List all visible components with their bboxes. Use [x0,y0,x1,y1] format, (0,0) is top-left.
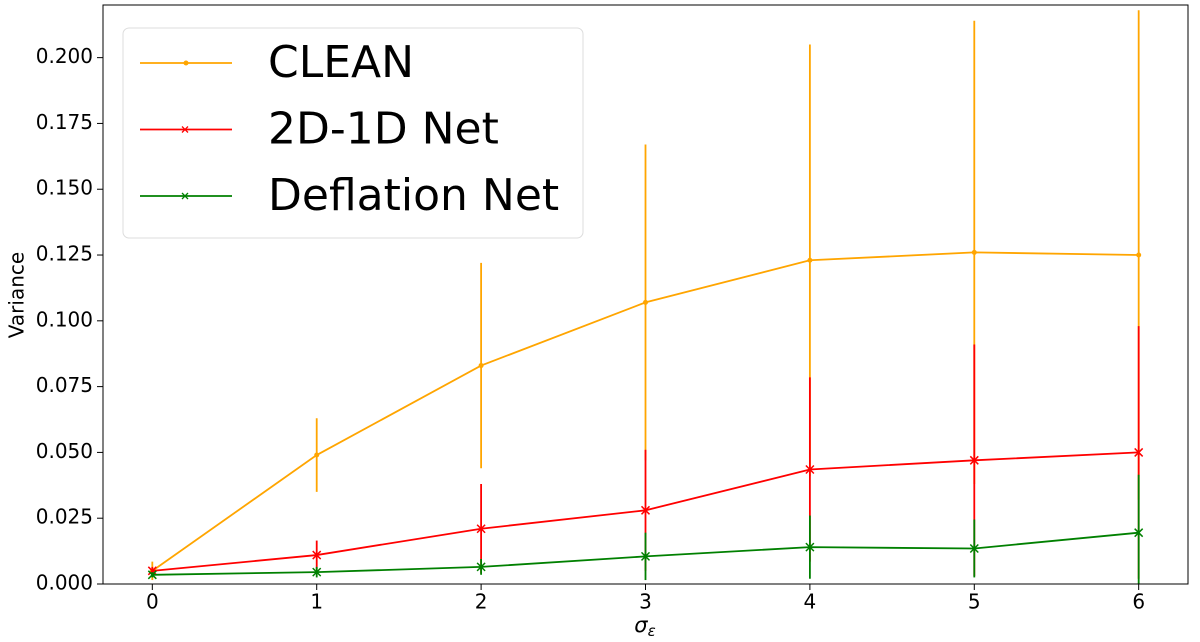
marker [1134,447,1144,457]
marker [476,562,486,572]
marker [147,570,157,580]
marker [969,455,979,465]
x-tick-label: 2 [475,590,488,614]
y-tick-label: 0.175 [36,110,93,134]
plot-area [147,10,1144,584]
marker [312,550,322,560]
x-tick-label: 1 [310,590,323,614]
axes-frame [102,4,1189,585]
x-tick-label: 6 [1132,590,1145,614]
legend-label: Deflation Net [268,170,559,221]
legend-label: 2D-1D Net [268,104,499,155]
x-tick-label: 5 [968,590,981,614]
marker [969,543,979,554]
marker [1134,528,1144,538]
marker [147,566,157,576]
legend-marker [181,192,189,200]
legend-label: CLEAN [268,37,414,88]
x-label-subscript: ε [648,622,656,640]
marker [1136,252,1142,258]
x-tick-label: 4 [804,590,817,614]
x-tick-label: 0 [146,590,159,614]
x-tick-label: 3 [639,590,652,614]
y-tick-label: 0.050 [36,439,93,463]
marker [971,249,977,255]
marker [478,363,484,369]
marker [805,464,815,475]
x-label-symbol: σ [634,613,648,637]
y-axis-label: Variance [5,252,29,338]
marker [640,505,651,515]
marker [807,257,813,263]
legend-marker [181,126,189,133]
legend: CLEAN 2D-1D Net Deflation Net [122,27,584,239]
legend-marker [183,60,189,66]
marker [476,524,486,534]
marker [640,551,651,561]
marker [314,452,320,458]
y-tick-label: 0.075 [36,373,93,397]
legend-box [122,27,584,239]
marker [643,299,648,305]
y-tick-label: 0.200 [36,44,93,68]
x-axis-label: σε [634,613,655,640]
marker [805,542,815,552]
y-tick-label: 0.100 [36,307,93,331]
y-tick-label: 0.000 [36,571,93,595]
y-tick-label: 0.150 [36,176,93,200]
y-tick-label: 0.025 [36,505,93,529]
y-tick-label: 0.125 [36,242,93,266]
marker [312,567,322,577]
